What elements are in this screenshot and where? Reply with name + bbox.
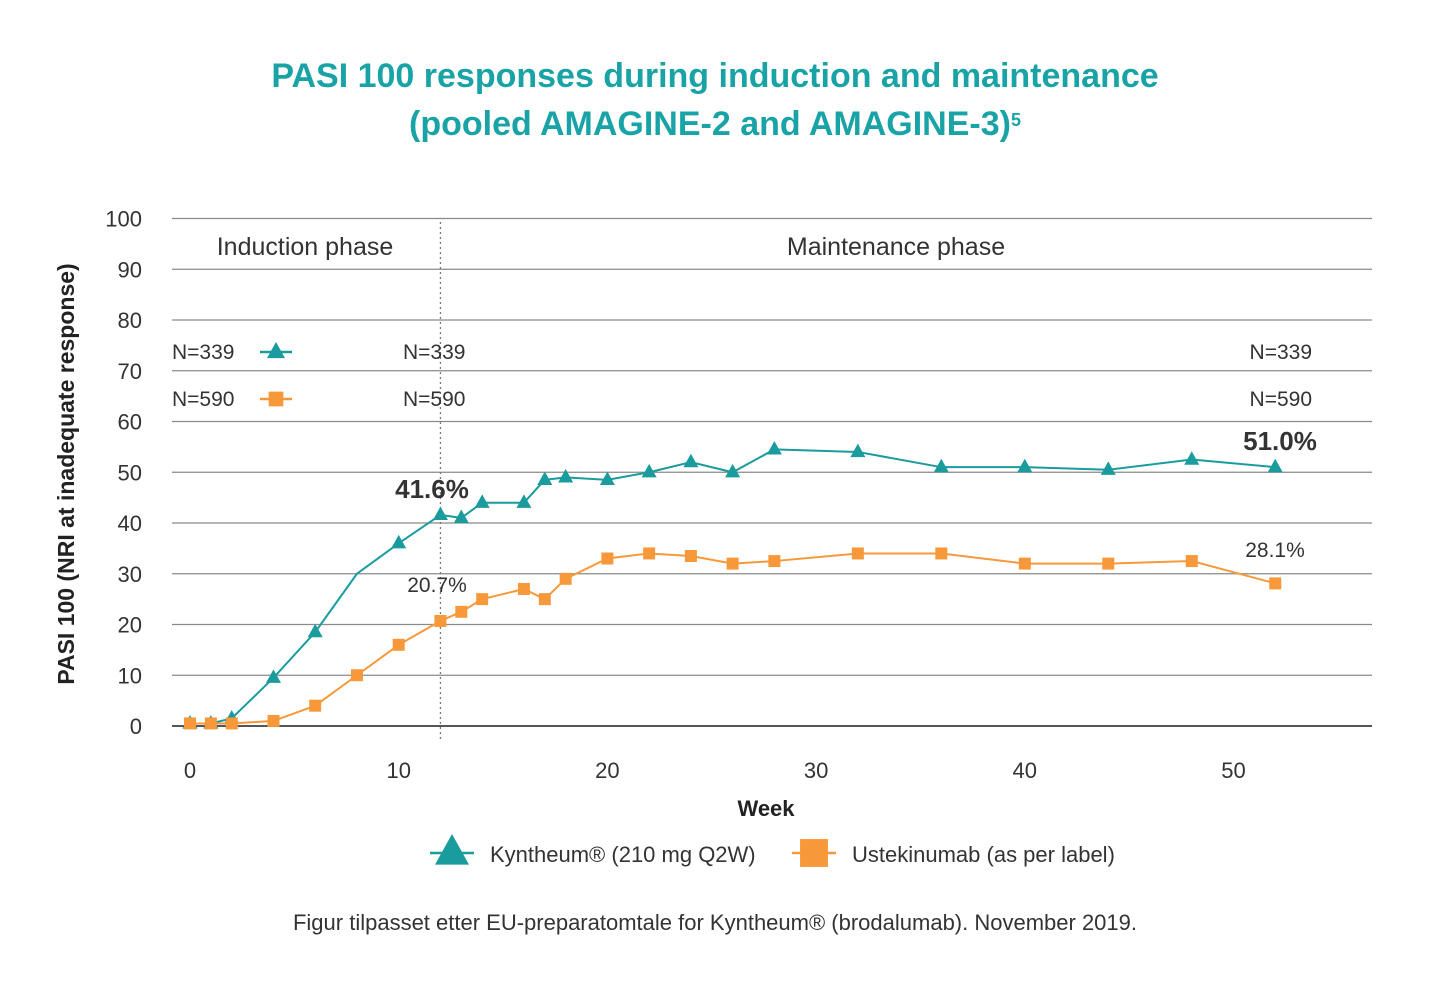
ustekinumab-point-week-14 (476, 593, 489, 606)
ustekinumab-point-week-26 (726, 557, 739, 570)
chart-series (182, 441, 1283, 730)
chart-title-line-1: PASI 100 responses during induction and … (271, 57, 1159, 95)
ustekinumab-point-week-28 (768, 555, 781, 568)
ustekinumab-point-week-18 (559, 572, 572, 585)
legend-ustekinumab-label: Ustekinumab (as per label) (852, 842, 1115, 867)
annotation-ustekinumab-week12: 20.7% (407, 574, 467, 597)
ustekinumab-point-week-17 (538, 593, 551, 606)
kyntheum-point-week-22 (641, 463, 657, 478)
ustekinumab-point-week-6 (309, 699, 322, 712)
kyntheum-point-week-32 (850, 443, 866, 458)
ustekinumab-point-week-40 (1018, 557, 1031, 570)
n-label-week52-kyntheum: N=339 (1250, 341, 1312, 364)
kyntheum-point-week-18 (558, 468, 574, 483)
x-tick-label-0: 0 (184, 758, 196, 783)
y-tick-label-10: 10 (118, 663, 142, 688)
kyntheum-point-week-24 (683, 453, 699, 468)
annotation-ustekinumab-week52: 28.1% (1245, 539, 1305, 562)
gridlines (172, 217, 1372, 740)
ustekinumab-point-week-10 (392, 638, 405, 651)
ustekinumab-point-week-20 (601, 552, 614, 565)
n-label-week12-ustekinumab: N=590 (403, 388, 465, 411)
kyntheum-point-week-13 (453, 509, 469, 524)
ustekinumab-point-week-8 (350, 669, 363, 682)
kyntheum-point-week-48 (1184, 451, 1200, 465)
y-tick-label-40: 40 (118, 511, 142, 536)
y-tick-label-30: 30 (118, 562, 142, 587)
ustekinumab-point-week-36 (935, 547, 948, 560)
title-superscript: 5 (1010, 110, 1021, 130)
series-ustekinumab (184, 547, 1282, 730)
kyntheum-point-week-26 (725, 463, 741, 478)
n-label-left-ustekinumab: N=590 (172, 388, 234, 411)
x-tick-label-50: 50 (1221, 758, 1245, 783)
y-tick-label-0: 0 (130, 714, 142, 739)
y-tick-label-80: 80 (118, 308, 142, 333)
kyntheum-point-week-4 (265, 669, 281, 683)
ustekinumab-point-week-24 (684, 549, 697, 562)
kyntheum-point-week-16 (516, 494, 532, 508)
kyntheum-point-week-10 (391, 534, 407, 549)
n-label-week12-kyntheum: N=339 (403, 341, 465, 364)
x-tick-label-20: 20 (595, 758, 619, 783)
legend-ustekinumab-marker (800, 839, 828, 867)
x-axis-title: Week (737, 796, 795, 821)
series-kyntheum (182, 441, 1283, 729)
n-label-week52-ustekinumab: N=590 (1250, 388, 1312, 411)
ustekinumab-point-week-4 (267, 714, 280, 727)
ustekinumab-point-week-1 (204, 717, 217, 730)
induction-phase-label: Induction phase (217, 233, 394, 261)
figure-caption: Figur tilpasset etter EU-preparatomtale … (292, 910, 1138, 935)
ustekinumab-point-week-0 (184, 717, 196, 730)
y-axis-title: PASI 100 (NRI at inadequate response) (53, 263, 79, 684)
y-tick-label-50: 50 (118, 460, 142, 485)
ustekinumab-point-week-52 (1269, 577, 1282, 590)
x-tick-label-30: 30 (804, 758, 828, 783)
x-tick-label-10: 10 (386, 758, 410, 783)
kyntheum-point-week-12 (432, 506, 448, 521)
y-axis-ticks: 0 10 20 30 40 50 60 70 80 90 100 (105, 207, 142, 740)
legend-kyntheum-marker (435, 834, 469, 865)
ustekinumab-point-week-44 (1102, 557, 1115, 570)
ustekinumab-point-week-16 (517, 582, 530, 595)
kyntheum-point-week-17 (537, 471, 553, 485)
ustekinumab-point-week-48 (1185, 555, 1198, 568)
ustekinumab-point-week-22 (643, 547, 656, 560)
y-tick-label-60: 60 (118, 410, 142, 435)
chart-legend: Kyntheum® (210 mg Q2W) Ustekinumab (as pe… (430, 834, 1115, 867)
y-tick-label-90: 90 (118, 257, 142, 282)
legend-kyntheum-label: Kyntheum® (210 mg Q2W) (490, 842, 756, 867)
kyntheum-point-week-6 (307, 623, 323, 638)
kyntheum-point-week-28 (766, 441, 782, 455)
ustekinumab-point-week-12 (434, 614, 447, 627)
y-tick-label-100: 100 (105, 207, 142, 232)
ustekinumab-point-week-32 (851, 547, 864, 560)
kyntheum-point-week-44 (1100, 461, 1116, 475)
ustekinumab-point-week-2 (225, 717, 238, 730)
x-axis-ticks: 0 10 20 30 40 50 (184, 758, 1246, 783)
n-key-ustekinumab-marker (268, 391, 284, 407)
maintenance-phase-label: Maintenance phase (787, 233, 1005, 261)
chart-annotations: 41.6% 20.7% 51.0% 28.1% (395, 426, 1317, 597)
kyntheum-point-week-40 (1017, 458, 1033, 473)
ustekinumab-point-week-13 (455, 605, 468, 618)
chart-title-line-2: (pooled AMAGINE-2 and AMAGINE-3)5 (0, 102, 1430, 146)
n-label-left-kyntheum: N=339 (172, 341, 234, 364)
chart-labels: Week PASI 100 (NRI at inadequate response… (53, 233, 1312, 821)
y-tick-label-70: 70 (118, 359, 142, 384)
chart-title-line-2-text: (pooled AMAGINE-2 and AMAGINE-3) (409, 105, 1011, 143)
kyntheum-point-week-52 (1267, 458, 1283, 473)
kyntheum-line (190, 448, 1276, 725)
x-tick-label-40: 40 (1013, 758, 1037, 783)
y-tick-label-20: 20 (118, 613, 142, 638)
ustekinumab-line (190, 552, 1276, 725)
annotation-kyntheum-week12: 41.6% (395, 474, 469, 504)
kyntheum-point-week-20 (599, 471, 615, 485)
kyntheum-point-week-36 (933, 458, 949, 473)
kyntheum-point-week-14 (474, 494, 490, 508)
n-key-kyntheum-marker (267, 341, 285, 359)
annotation-kyntheum-week52: 51.0% (1243, 426, 1317, 456)
